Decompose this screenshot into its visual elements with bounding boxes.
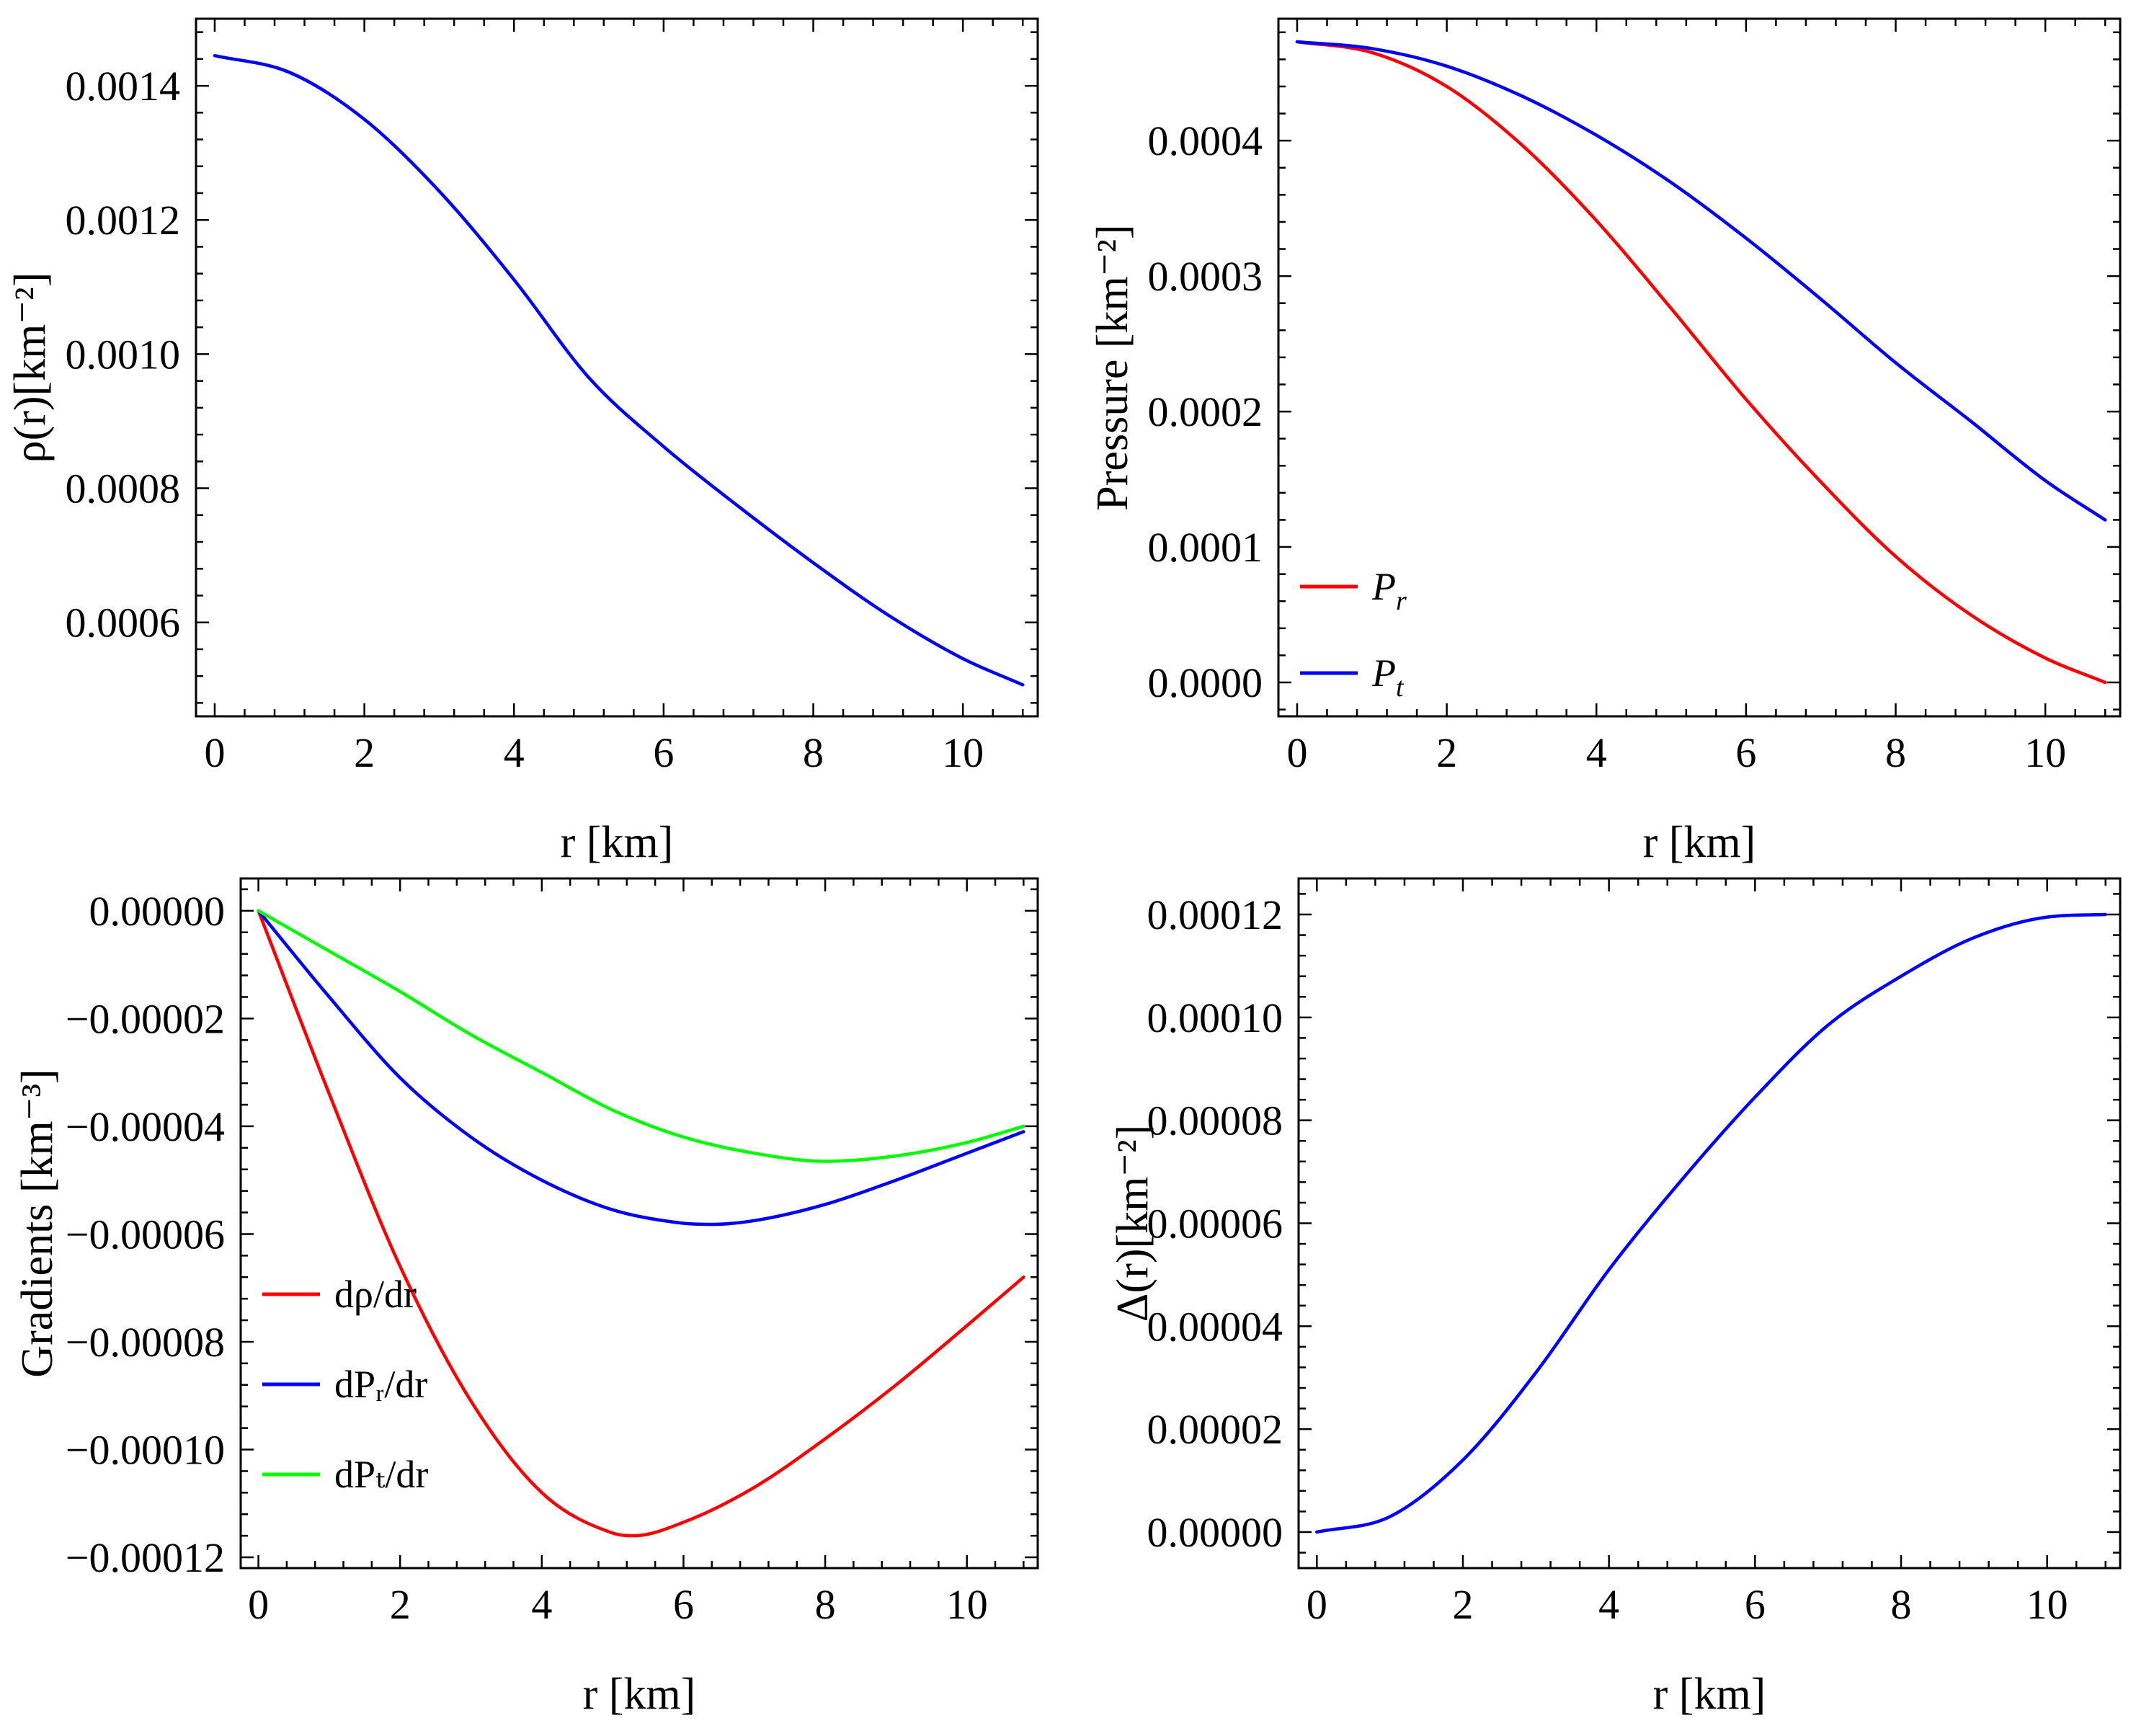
y-tick-label: 0.00010: [1147, 994, 1283, 1041]
y-tick-label: −0.00006: [66, 1211, 225, 1258]
x-tick-label: 10: [2026, 1581, 2068, 1628]
x-tick-label: 10: [2024, 729, 2066, 776]
x-tick-label: 2: [354, 729, 375, 776]
y-tick-label: 0.0012: [66, 197, 181, 244]
y-tick-label: 0.0006: [66, 600, 181, 646]
x-axis-title: r [km]: [561, 818, 674, 867]
series-line-pressure-0: [1295, 40, 2107, 685]
series-line-density-0: [213, 53, 1025, 687]
x-tick-label: 0: [248, 1581, 269, 1628]
plot-frame: [1277, 17, 2122, 718]
x-tick-label: 0: [1307, 1581, 1327, 1628]
y-axis-title: Gradients [km⁻³]: [13, 1069, 62, 1377]
y-tick-label: 0.00000: [89, 888, 226, 935]
y-axis-title: Pressure [km⁻²]: [1088, 224, 1137, 510]
y-tick-label: 0.0001: [1148, 524, 1263, 571]
x-tick-label: 6: [653, 729, 674, 776]
y-tick-label: 0.0010: [66, 331, 181, 378]
y-tick-label: 0.0008: [66, 466, 181, 512]
plot-frame: [239, 877, 1039, 1570]
x-tick-label: 8: [803, 729, 824, 776]
x-tick-label: 4: [1598, 1581, 1619, 1628]
legend-label: Pr: [1371, 565, 1407, 616]
x-tick-label: 10: [946, 1581, 988, 1628]
legend-label: dρ/dr: [334, 1273, 417, 1316]
x-tick-label: 4: [1586, 729, 1607, 776]
panel-gradients: 0 2 4 6 8 10 0.00000 −0.00002 −0.00004 −0.00006 −0…: [13, 877, 1039, 1719]
series-line-anisotropy-0: [1315, 912, 2107, 1534]
y-tick-label: 0.00002: [1147, 1406, 1283, 1453]
y-tick-label: −0.00012: [66, 1534, 225, 1581]
y-tick-label: −0.00010: [66, 1427, 225, 1474]
y-tick-label: 0.0014: [66, 63, 181, 110]
x-tick-label: 6: [1745, 1581, 1766, 1628]
panel-density: 0 2 4 6 8 10 0.0006 0.0008 0.0010 0.0012 0.0014 r […: [6, 17, 1039, 867]
legend-label: Pt: [1371, 651, 1405, 703]
x-tick-label: 8: [1891, 1581, 1912, 1628]
x-tick-label: 2: [1453, 1581, 1474, 1628]
plot-frame: [195, 17, 1039, 718]
x-axis-title: r [km]: [1643, 818, 1756, 867]
y-tick-label: 0.0003: [1148, 253, 1263, 300]
y-tick-label: 0.00012: [1147, 891, 1283, 938]
y-tick-label: −0.00004: [66, 1103, 225, 1150]
y-axis-title: Δ(r)[km⁻²]: [1108, 1125, 1157, 1322]
x-tick-label: 8: [1885, 729, 1906, 776]
y-tick-label: 0.00004: [1147, 1303, 1283, 1350]
x-tick-label: 4: [531, 1581, 552, 1628]
y-tick-label: −0.00008: [66, 1319, 225, 1366]
y-tick-label: 0.0004: [1148, 117, 1263, 164]
series-line-gradients-2: [257, 909, 1025, 1163]
y-tick-label: 0.00006: [1147, 1201, 1283, 1247]
x-tick-label: 4: [504, 729, 525, 776]
y-tick-label: 0.00000: [1147, 1509, 1283, 1556]
x-axis-title: r [km]: [1653, 1670, 1766, 1719]
x-tick-label: 6: [1735, 729, 1756, 776]
legend-label: dPₜ/dr: [334, 1453, 428, 1496]
y-tick-label: 0.00008: [1147, 1098, 1283, 1144]
x-axis-title: r [km]: [583, 1670, 696, 1719]
series-line-gradients-0: [257, 909, 1025, 1538]
x-tick-label: 2: [1436, 729, 1457, 776]
x-tick-label: 0: [204, 729, 225, 776]
legend-label: dPᵣ/dr: [334, 1363, 427, 1406]
y-tick-label: 0.0000: [1148, 659, 1263, 706]
plot-frame: [1297, 877, 2122, 1570]
panel-pressure: 0 2 4 6 8 10 0.0000 0.0001 0.0002 0.0003 0.0004 r […: [1088, 17, 2122, 867]
panel-anisotropy: 0 2 4 6 8 10 0.00000 0.00002 0.00004 0.00006 0.000…: [1108, 877, 2122, 1719]
y-tick-label: −0.00002: [66, 995, 225, 1042]
y-tick-label: 0.0002: [1148, 388, 1263, 435]
x-tick-label: 0: [1286, 729, 1307, 776]
y-axis-title: ρ(r)[km⁻²]: [6, 272, 55, 463]
series-line-gradients-1: [257, 909, 1025, 1227]
x-tick-label: 8: [815, 1581, 836, 1628]
series-line-pressure-1: [1295, 40, 2107, 522]
x-tick-label: 6: [673, 1581, 694, 1628]
x-tick-label: 2: [390, 1581, 411, 1628]
x-tick-label: 10: [942, 729, 984, 776]
